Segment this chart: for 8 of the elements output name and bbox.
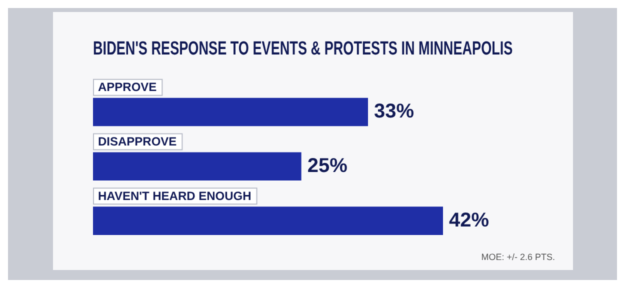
data-label: 25%: [307, 154, 348, 177]
y-tick-label: DISAPPROVE: [98, 134, 177, 149]
y-tick-label: HAVEN'T HEARD ENOUGH: [98, 188, 252, 203]
data-label: 33%: [374, 100, 414, 123]
text: MOE: +/- 2.6 PTS.: [481, 252, 555, 262]
y-tick-label: APPROVE: [98, 80, 157, 94]
chart-title: BIDEN'S RESPONSE TO EVENTS & PROTESTS IN MINNEAPOLIS: [93, 38, 513, 60]
data-label: 42%: [449, 209, 490, 232]
